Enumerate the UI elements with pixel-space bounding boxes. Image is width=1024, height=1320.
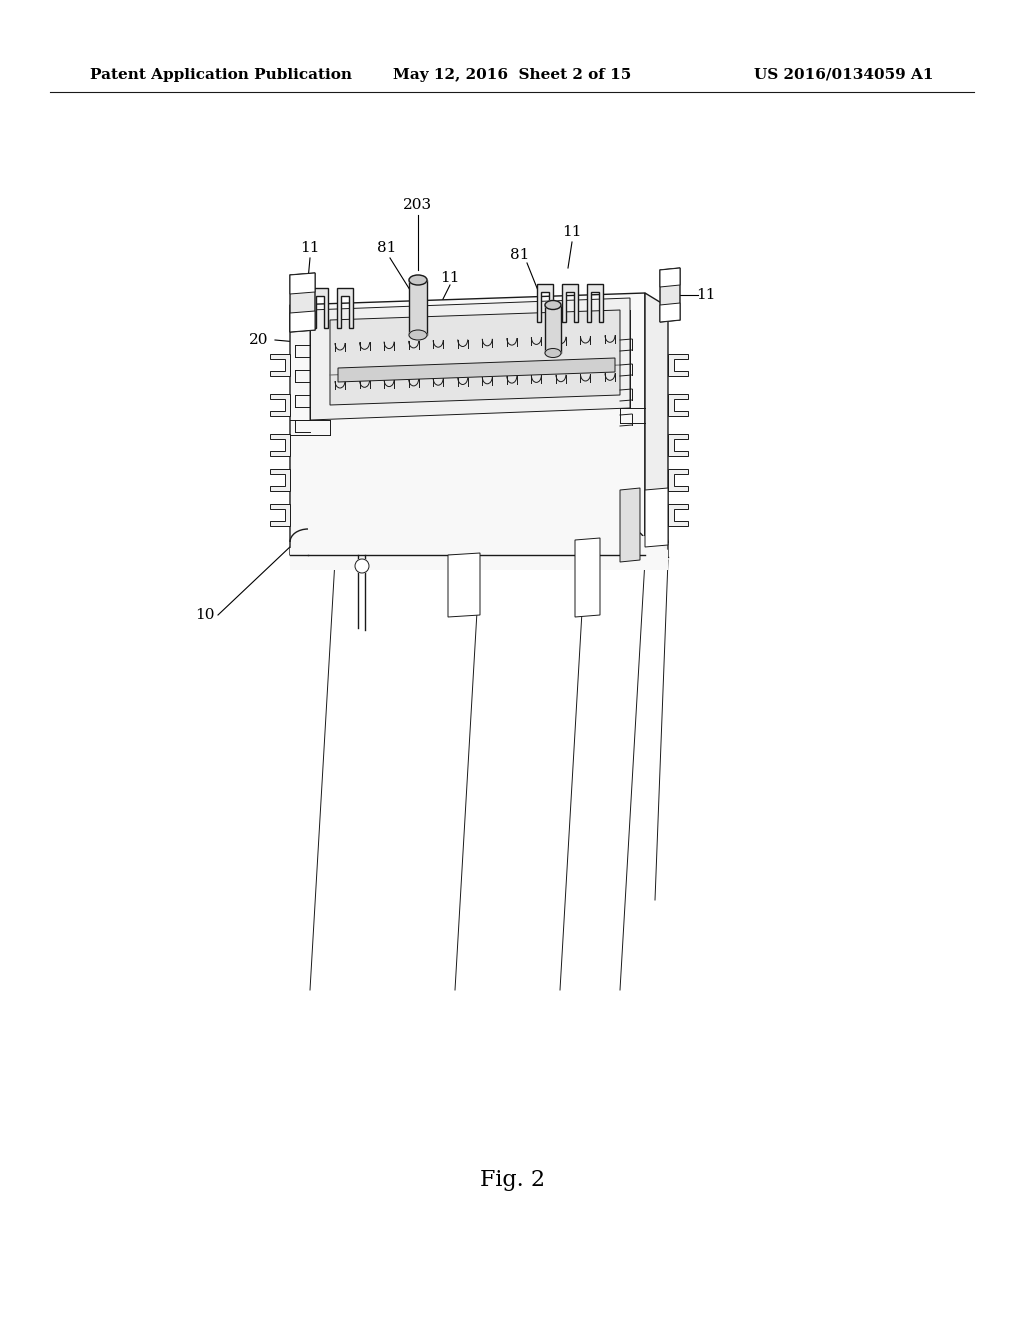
Polygon shape	[668, 469, 688, 491]
Polygon shape	[668, 354, 688, 376]
Polygon shape	[562, 284, 578, 322]
Polygon shape	[660, 268, 680, 322]
Polygon shape	[545, 305, 561, 352]
Text: 11: 11	[300, 242, 319, 255]
Text: 10: 10	[196, 609, 215, 622]
Polygon shape	[290, 536, 668, 570]
Polygon shape	[270, 504, 290, 525]
Text: Fig. 2: Fig. 2	[479, 1170, 545, 1191]
Polygon shape	[290, 312, 315, 333]
Ellipse shape	[409, 330, 427, 341]
Text: US 2016/0134059 A1: US 2016/0134059 A1	[755, 69, 934, 82]
Polygon shape	[575, 539, 600, 616]
Text: 11: 11	[562, 224, 582, 239]
Circle shape	[355, 558, 369, 573]
Text: 20: 20	[249, 333, 268, 347]
Ellipse shape	[409, 275, 427, 285]
Ellipse shape	[545, 301, 561, 309]
Polygon shape	[660, 304, 680, 322]
Text: Patent Application Publication: Patent Application Publication	[90, 69, 352, 82]
Text: May 12, 2016  Sheet 2 of 15: May 12, 2016 Sheet 2 of 15	[393, 69, 631, 82]
Ellipse shape	[545, 348, 561, 358]
Polygon shape	[290, 293, 645, 554]
Text: 81: 81	[377, 242, 396, 255]
Polygon shape	[312, 288, 328, 327]
Text: 11: 11	[440, 271, 460, 285]
Polygon shape	[620, 488, 640, 562]
Polygon shape	[338, 358, 615, 381]
Polygon shape	[449, 553, 480, 616]
Polygon shape	[290, 273, 315, 294]
Polygon shape	[290, 273, 315, 333]
Text: 11: 11	[696, 288, 716, 302]
Polygon shape	[409, 280, 427, 335]
Polygon shape	[668, 434, 688, 455]
Polygon shape	[587, 284, 603, 322]
Polygon shape	[645, 293, 668, 557]
Polygon shape	[668, 504, 688, 525]
Polygon shape	[337, 288, 353, 327]
Polygon shape	[270, 354, 290, 376]
Text: 203: 203	[599, 348, 629, 362]
Polygon shape	[668, 393, 688, 416]
Text: 81: 81	[510, 248, 529, 261]
Polygon shape	[330, 310, 620, 405]
Polygon shape	[645, 488, 668, 546]
Polygon shape	[270, 393, 290, 416]
Text: 203: 203	[403, 198, 432, 213]
Polygon shape	[660, 268, 680, 286]
Polygon shape	[537, 284, 553, 322]
Polygon shape	[310, 298, 630, 420]
Polygon shape	[270, 469, 290, 491]
Polygon shape	[270, 434, 290, 455]
